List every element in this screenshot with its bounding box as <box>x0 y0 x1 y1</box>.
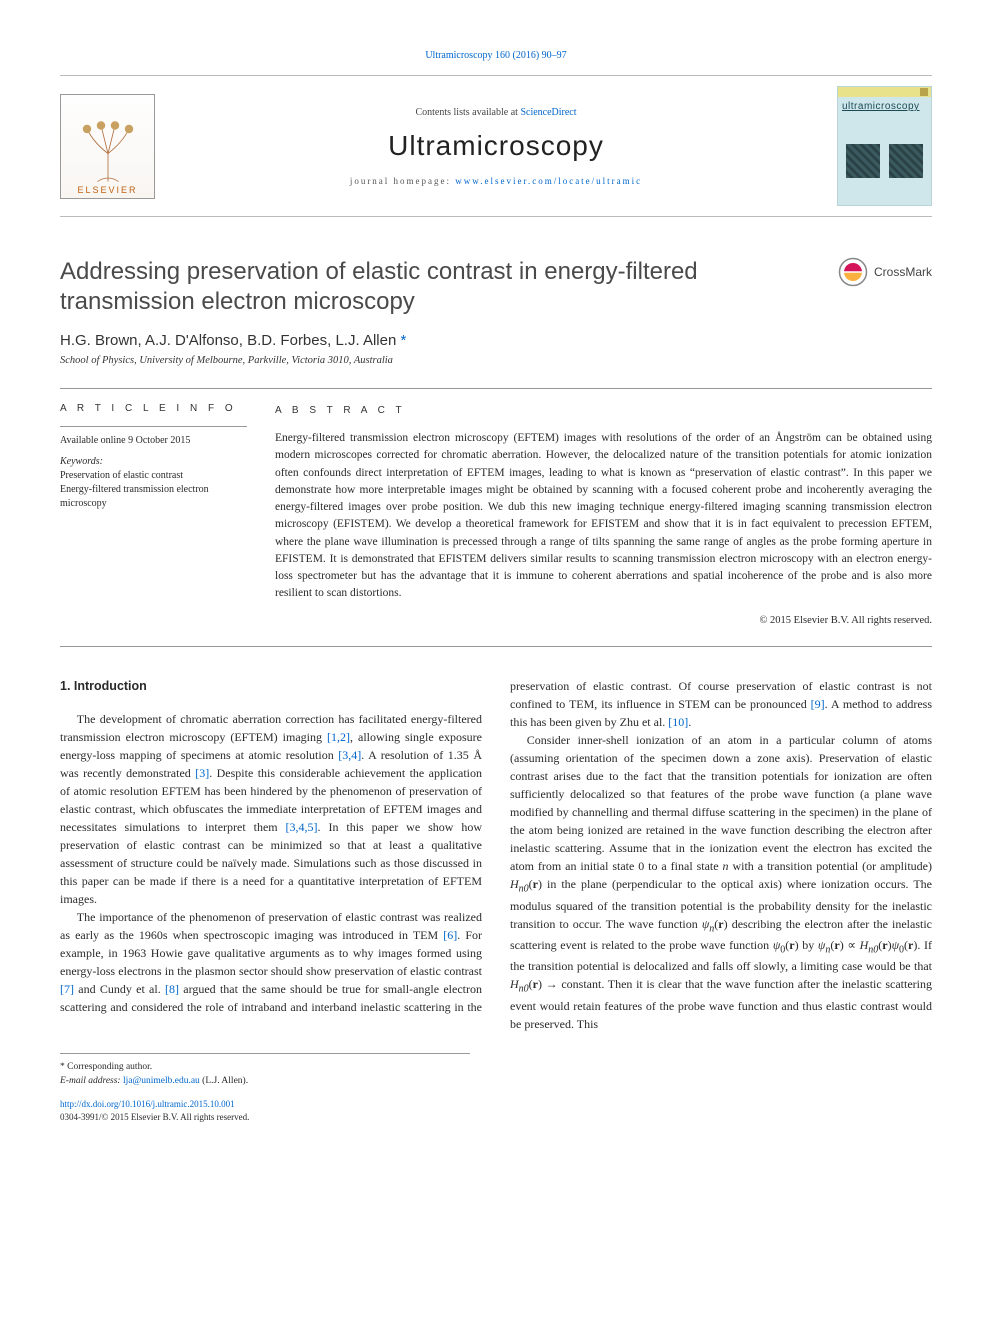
tree-icon <box>73 115 143 185</box>
journal-cover-box: ultramicroscopy <box>812 86 932 206</box>
citation-link[interactable]: Ultramicroscopy 160 (2016) 90–97 <box>425 50 566 61</box>
keywords-label: Keywords: <box>60 456 247 467</box>
publisher-logo-box: ELSEVIER <box>60 94 180 199</box>
homepage-prefix: journal homepage: <box>350 176 455 186</box>
citation-link[interactable]: [10] <box>668 715 688 729</box>
citation-header: Ultramicroscopy 160 (2016) 90–97 <box>60 50 932 61</box>
citation-link[interactable]: [3,4,5] <box>286 820 318 834</box>
citation-link[interactable]: [7] <box>60 982 74 996</box>
abstract-label: A B S T R A C T <box>275 403 932 418</box>
citation-link[interactable]: [8] <box>165 982 179 996</box>
email-label: E-mail address: <box>60 1076 123 1086</box>
email-link[interactable]: lja@unimelb.edu.au <box>123 1076 200 1086</box>
crossmark-label: CrossMark <box>874 265 932 279</box>
affiliation: School of Physics, University of Melbour… <box>60 355 932 366</box>
keyword: Energy-filtered transmission electron mi… <box>60 483 247 511</box>
homepage-link[interactable]: www.elsevier.com/locate/ultramic <box>455 176 642 186</box>
abstract-text: Energy-filtered transmission electron mi… <box>275 430 932 603</box>
journal-name: Ultramicroscopy <box>180 130 812 162</box>
contents-prefix: Contents lists available at <box>415 107 520 118</box>
cover-thumb <box>846 144 880 178</box>
author-list: H.G. Brown, A.J. D'Alfonso, B.D. Forbes,… <box>60 332 932 349</box>
article-info-label: A R T I C L E I N F O <box>60 403 247 414</box>
citation-link[interactable]: [9] <box>811 697 825 711</box>
body-text: 1. Introduction The development of chrom… <box>60 677 932 1033</box>
identifier-block: http://dx.doi.org/10.1016/j.ultramic.201… <box>60 1098 932 1123</box>
publisher-label: ELSEVIER <box>77 185 137 195</box>
cover-title: ultramicroscopy <box>842 101 927 112</box>
corresponding-note: * Corresponding author. <box>60 1060 470 1074</box>
citation-link[interactable]: [3,4] <box>338 748 361 762</box>
cover-thumbnails <box>842 112 927 203</box>
crossmark-icon <box>838 257 868 287</box>
issn-line: 0304-3991/© 2015 Elsevier B.V. All right… <box>60 1112 249 1122</box>
doi-link[interactable]: http://dx.doi.org/10.1016/j.ultramic.201… <box>60 1099 235 1109</box>
citation-link[interactable]: [1,2] <box>327 730 350 744</box>
footnotes: * Corresponding author. E-mail address: … <box>60 1053 470 1089</box>
section-heading: 1. Introduction <box>60 677 482 696</box>
keyword: Preservation of elastic contrast <box>60 469 247 483</box>
journal-homepage-line: journal homepage: www.elsevier.com/locat… <box>180 176 812 186</box>
masthead: ELSEVIER Contents lists available at Sci… <box>60 75 932 217</box>
paragraph: The development of chromatic aberration … <box>60 710 482 908</box>
citation-link[interactable]: [3] <box>195 766 209 780</box>
crossmark-badge[interactable]: CrossMark <box>838 257 932 287</box>
abstract-copyright: © 2015 Elsevier B.V. All rights reserved… <box>275 613 932 629</box>
email-line: E-mail address: lja@unimelb.edu.au (L.J.… <box>60 1074 470 1088</box>
cover-thumb <box>889 144 923 178</box>
sciencedirect-link[interactable]: ScienceDirect <box>520 107 576 118</box>
abstract-column: A B S T R A C T Energy-filtered transmis… <box>275 403 932 628</box>
article-info-column: A R T I C L E I N F O Available online 9… <box>60 403 275 628</box>
corresponding-mark[interactable]: * <box>401 332 407 349</box>
email-person: (L.J. Allen). <box>200 1076 248 1086</box>
article-title: Addressing preservation of elastic contr… <box>60 257 838 317</box>
contents-line: Contents lists available at ScienceDirec… <box>180 107 812 118</box>
authors-text: H.G. Brown, A.J. D'Alfonso, B.D. Forbes,… <box>60 332 396 349</box>
available-online: Available online 9 October 2015 <box>60 426 247 446</box>
cover-badge-icon <box>920 88 928 96</box>
journal-cover[interactable]: ultramicroscopy <box>837 86 932 206</box>
citation-link[interactable]: [6] <box>443 928 457 942</box>
cover-top-bar <box>838 87 931 97</box>
elsevier-logo[interactable]: ELSEVIER <box>60 94 155 199</box>
paragraph: Consider inner-shell ionization of an at… <box>510 731 932 1033</box>
